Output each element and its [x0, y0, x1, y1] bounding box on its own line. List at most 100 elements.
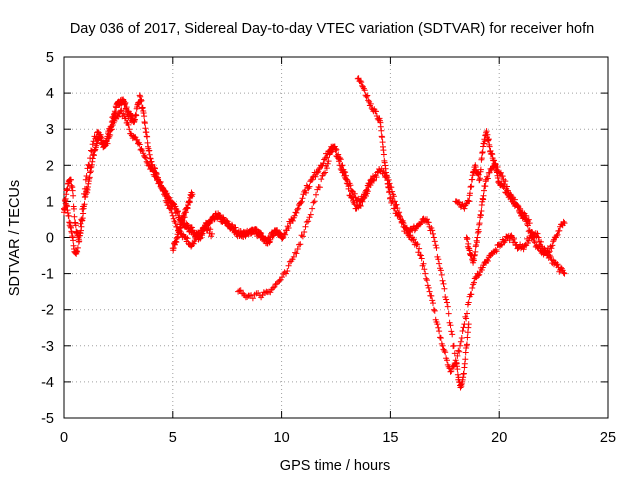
- y-tick-label: -4: [41, 375, 54, 391]
- data-point-arc6-fill: [390, 198, 396, 205]
- data-point-arc6-fill: [437, 334, 443, 341]
- data-point-arc7-fill: [543, 250, 550, 257]
- data-point-arc4-fill: [454, 366, 461, 373]
- data-point-arc4-fill: [318, 176, 325, 183]
- data-point-arc4-fill: [324, 160, 331, 167]
- data-point-arc5-fill: [294, 206, 301, 213]
- data-point-arc5-fill: [293, 209, 300, 216]
- data-point-arc2-fill: [142, 154, 149, 161]
- data-point-arc6-fill: [423, 275, 430, 282]
- data-point-arc4: [444, 299, 450, 306]
- data-point-arc6: [457, 342, 463, 349]
- data-point-arc8-fill: [486, 169, 493, 176]
- data-point-arc8-fill: [499, 173, 506, 180]
- data-point-arc2-fill: [148, 166, 155, 172]
- data-point-arc2-fill: [107, 132, 114, 138]
- data-point-arc6-fill: [437, 335, 444, 341]
- data-point-arc5-fill: [289, 217, 296, 224]
- data-point-arc6-fill: [525, 237, 532, 244]
- data-point-arc5-fill: [345, 185, 352, 192]
- data-point-arc2: [165, 202, 172, 208]
- data-point-arc4-fill: [313, 191, 319, 198]
- data-point-arc2-fill: [115, 113, 121, 120]
- data-point-arc5-fill: [368, 178, 375, 185]
- data-point-arc4-fill: [249, 295, 256, 302]
- data-point-arc4: [439, 277, 446, 284]
- data-point-arc1-fill: [172, 203, 179, 210]
- data-point-arc2-fill: [89, 141, 96, 148]
- data-point-arc6-fill: [457, 338, 464, 345]
- data-point-arc6-fill: [469, 285, 476, 291]
- data-point-arc6: [435, 324, 442, 331]
- data-point-arc6-fill: [506, 237, 513, 244]
- data-point-arc2-fill: [83, 173, 90, 179]
- data-point-arc2-fill: [193, 234, 200, 241]
- data-point-arc7-fill: [527, 229, 534, 236]
- data-point-arc4-fill: [320, 170, 327, 177]
- data-point-arc6-fill: [414, 241, 421, 248]
- data-point-arc4-fill: [305, 218, 312, 225]
- data-point-arc6: [387, 194, 394, 201]
- data-point-arc5: [335, 155, 342, 162]
- data-point-arc6-fill: [464, 310, 470, 317]
- data-point-arc7-fill: [485, 136, 492, 143]
- data-point-arc2-fill: [74, 244, 81, 251]
- data-point-arc6-fill: [431, 307, 438, 314]
- data-point-arc6-fill: [361, 87, 368, 94]
- data-point-arc4-fill: [440, 280, 447, 287]
- y-tick-label: 0: [46, 231, 54, 247]
- data-point-arc1-fill: [141, 113, 148, 120]
- data-point-arc6: [448, 368, 455, 375]
- data-point-arc7-fill: [536, 243, 543, 249]
- data-point-arc8-fill: [488, 166, 495, 173]
- data-point-arc6-fill: [468, 291, 475, 298]
- data-point-arc6-fill: [418, 255, 425, 262]
- data-point-arc6: [367, 100, 374, 107]
- data-point-arc5-fill: [327, 149, 334, 156]
- x-tick-label: 0: [60, 430, 68, 446]
- data-point-arc6-fill: [428, 292, 435, 299]
- data-point-arc5-fill: [363, 186, 370, 193]
- data-point-arc6-fill: [458, 335, 465, 341]
- data-point-arc4-fill: [303, 219, 310, 225]
- data-point-arc5-fill: [344, 180, 351, 187]
- data-point-arc6-fill: [368, 105, 375, 112]
- data-point-arc5-fill: [351, 201, 358, 208]
- data-point-arc2-fill: [188, 243, 195, 250]
- data-point-arc4-fill: [445, 310, 452, 317]
- data-point-arc5: [356, 202, 363, 208]
- data-point-arc4-fill: [432, 242, 439, 249]
- y-tick-label: -2: [41, 303, 54, 319]
- data-point-arc8-fill: [478, 208, 485, 214]
- data-point-arc7-fill: [553, 232, 560, 239]
- data-point-arc4-fill: [464, 341, 470, 348]
- data-point-arc6-fill: [463, 315, 470, 322]
- x-axis-label: GPS time / hours: [280, 458, 390, 474]
- data-point-arc5-fill: [357, 203, 364, 209]
- data-point-arc4-fill: [411, 227, 418, 234]
- data-point-arc2-fill: [167, 205, 174, 212]
- data-point-arc7: [478, 155, 485, 162]
- data-point-arc6: [422, 270, 429, 277]
- data-point-arc2: [108, 126, 115, 133]
- data-point-arc4-fill: [425, 219, 432, 226]
- data-point-arc7: [561, 220, 568, 227]
- data-point-arc6-fill: [373, 108, 379, 115]
- data-point-arc2-fill: [125, 121, 132, 128]
- data-point-arc4-fill: [460, 370, 467, 377]
- data-point-arc2-fill: [184, 235, 191, 242]
- data-point-arc5-fill: [281, 230, 288, 237]
- x-tick-labels: 0 5 10 15 20 25: [60, 430, 616, 446]
- data-point-arc2-fill: [149, 167, 156, 173]
- data-point-arc6-fill: [424, 277, 430, 284]
- data-point-arc5-fill: [342, 174, 349, 181]
- data-point-arc8-fill: [504, 183, 510, 190]
- data-point-arc4-fill: [351, 190, 358, 197]
- data-point-arc6: [426, 288, 433, 295]
- data-point-arc2-fill: [168, 206, 175, 213]
- data-point-arc6-fill: [520, 246, 527, 253]
- data-point-arc6: [417, 252, 424, 259]
- data-point-arc5-fill: [306, 183, 313, 190]
- data-point-arc8-fill: [502, 178, 509, 185]
- data-point-arc6: [396, 212, 403, 219]
